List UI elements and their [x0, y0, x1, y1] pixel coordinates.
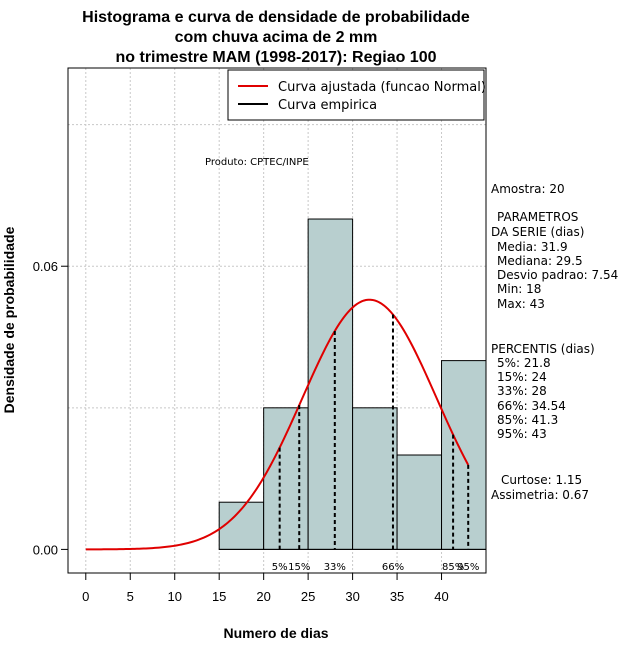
percentile-label-1: 15%	[288, 562, 310, 573]
percentile-85: 85%: 41.3	[497, 413, 558, 427]
x-tick-label-0: 0	[82, 589, 89, 604]
legend-box	[227, 69, 485, 121]
kurtosis: Curtose: 1.15	[501, 473, 582, 487]
histogram-bars	[218, 218, 487, 550]
histogram-bar-4	[396, 454, 443, 550]
legend-label-empirical: Curva empirica	[278, 98, 377, 113]
x-tick-label-1: 5	[127, 589, 134, 604]
x-tick-label-7: 35	[390, 589, 404, 604]
x-tick-label-4: 20	[256, 589, 270, 604]
percentile-label-3: 66%	[382, 562, 404, 573]
chart-title-line-2: com chuva acima de 2 mm	[175, 29, 378, 46]
percentile-lines: 5% 15% 33% 66% 85%95%	[272, 314, 479, 573]
normal-curve-layer	[85, 298, 470, 551]
legend-label-fitted: Curva ajustada (funcao Normal)	[278, 80, 486, 95]
x-tick-label-8: 40	[434, 589, 448, 604]
histogram-bar-3	[352, 407, 398, 550]
sample-size: Amostra: 20	[491, 182, 565, 196]
percentile-66: 66%: 34.54	[497, 399, 566, 413]
param-mean: Media: 31.9	[497, 240, 568, 254]
params-heading-2: DA SERIE (dias)	[491, 225, 584, 239]
params-heading-1: PARAMETROS	[497, 210, 578, 224]
x-axis: 0 5 10 15 20 25 30 35 40	[82, 572, 449, 604]
percentile-15: 15%: 24	[497, 370, 547, 384]
x-tick-label-2: 10	[167, 589, 181, 604]
legend: Curva ajustada (funcao Normal) Curva emp…	[227, 69, 486, 121]
percentile-label-5: 95%	[457, 562, 479, 573]
y-tick-label-1: 0.06	[33, 259, 58, 274]
histogram-bar-2	[307, 218, 354, 550]
normal-curve	[85, 298, 470, 551]
y-axis: 0.00 0.06	[33, 259, 68, 557]
percentiles-heading: PERCENTIS (dias)	[491, 342, 595, 356]
param-min: Min: 18	[497, 282, 541, 296]
percentile-33: 33%: 28	[497, 384, 547, 398]
skewness: Assimetria: 0.67	[491, 488, 589, 502]
product-annotation: Produto: CPTEC/INPE	[205, 157, 309, 168]
param-median: Mediana: 29.5	[497, 254, 583, 268]
histogram-bar-1	[263, 407, 309, 550]
x-tick-label-5: 25	[301, 589, 315, 604]
param-sd: Desvio padrao: 7.54	[497, 268, 618, 282]
percentile-label-2: 33%	[324, 562, 346, 573]
x-axis-title: Numero de dias	[223, 625, 328, 641]
y-tick-label-0: 0.00	[33, 542, 58, 557]
stats-panel: Amostra: 20 PARAMETROS DA SERIE (dias) M…	[491, 182, 618, 502]
param-max: Max: 43	[497, 297, 545, 311]
y-axis-title: Densidade de probabilidade	[1, 226, 17, 413]
chart-title-line-1: Histograma e curva de densidade de proba…	[82, 9, 470, 26]
percentile-label-4: 85%	[442, 562, 464, 573]
x-tick-label-6: 30	[345, 589, 359, 604]
chart-title-line-3: no trimestre MAM (1998-2017): Regiao 100	[116, 49, 437, 66]
x-tick-label-3: 15	[212, 589, 226, 604]
percentile-5: 5%: 21.8	[497, 356, 551, 370]
percentile-label-0: 5%	[272, 562, 288, 573]
percentile-95: 95%: 43	[497, 427, 547, 441]
